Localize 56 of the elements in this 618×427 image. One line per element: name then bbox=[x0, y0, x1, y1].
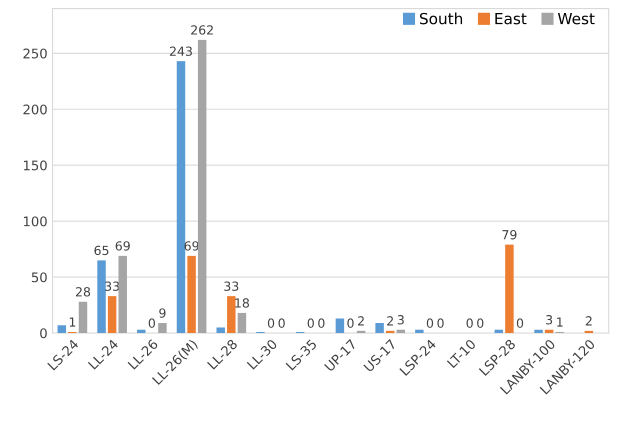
data-label: 0 bbox=[278, 318, 285, 328]
bar bbox=[198, 40, 206, 334]
data-label: 0 bbox=[426, 318, 434, 328]
data-label: 243 bbox=[170, 46, 192, 56]
legend-label: West bbox=[558, 13, 595, 24]
y-tick-label: 150 bbox=[24, 160, 47, 170]
bar bbox=[238, 312, 246, 334]
bar bbox=[187, 256, 196, 334]
y-tick-label: 100 bbox=[24, 216, 47, 226]
bar bbox=[137, 330, 146, 334]
y-tick-label: 200 bbox=[23, 104, 47, 114]
bar bbox=[415, 330, 424, 334]
bar bbox=[97, 260, 106, 334]
data-label: 79 bbox=[502, 230, 516, 240]
legend-label: South bbox=[420, 12, 462, 24]
bar bbox=[396, 330, 406, 334]
y-tick-label: 250 bbox=[23, 48, 47, 58]
data-label: 0 bbox=[437, 318, 444, 328]
data-label: 69 bbox=[116, 241, 130, 251]
legend-label: East bbox=[495, 13, 526, 24]
data-label: 3 bbox=[398, 315, 404, 325]
data-label: 9 bbox=[159, 308, 166, 318]
bar bbox=[176, 61, 186, 334]
bar bbox=[375, 322, 384, 334]
data-label: 0 bbox=[347, 318, 354, 328]
data-label: 2 bbox=[586, 316, 592, 326]
y-tick-label: 0 bbox=[40, 328, 47, 338]
data-label: 0 bbox=[148, 318, 155, 328]
data-label: 262 bbox=[191, 25, 213, 35]
data-label: 0 bbox=[516, 318, 524, 328]
data-label: 2 bbox=[387, 316, 393, 326]
bar bbox=[534, 330, 543, 334]
data-label: 0 bbox=[466, 318, 473, 328]
bar bbox=[78, 302, 88, 334]
data-label: 0 bbox=[318, 318, 325, 328]
data-label: 1 bbox=[70, 317, 76, 327]
data-label: 33 bbox=[224, 281, 238, 291]
bar bbox=[58, 325, 66, 334]
data-label: 0 bbox=[308, 318, 314, 328]
y-tick-label: 50 bbox=[32, 272, 47, 282]
data-label: 0 bbox=[477, 318, 484, 328]
bar bbox=[216, 327, 225, 334]
data-label: 3 bbox=[546, 315, 552, 325]
data-label: 28 bbox=[76, 287, 90, 297]
bar bbox=[544, 330, 554, 334]
data-label: 65 bbox=[94, 246, 108, 256]
bar bbox=[494, 330, 504, 334]
bar bbox=[108, 296, 116, 334]
bar bbox=[505, 244, 514, 334]
bar bbox=[227, 296, 236, 334]
bar bbox=[336, 318, 344, 334]
data-label: 0 bbox=[268, 318, 274, 328]
bar bbox=[158, 322, 167, 334]
bar bbox=[118, 256, 127, 334]
data-label: 2 bbox=[358, 316, 364, 326]
data-label: 1 bbox=[557, 317, 563, 327]
